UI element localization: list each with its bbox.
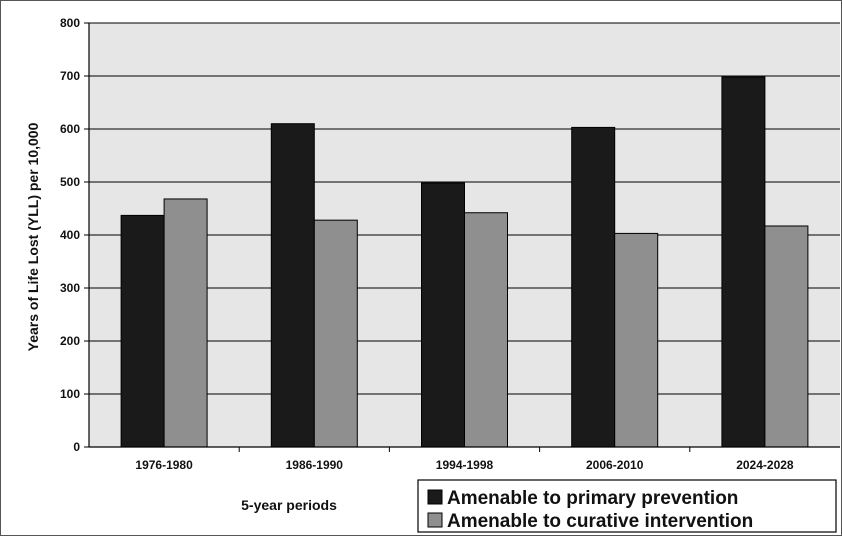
y-tick-label: 500 (60, 175, 80, 189)
x-category-label: 1986-1990 (286, 458, 344, 472)
y-axis-ticks: 0 100 200 300 400 500 600 700 800 (60, 16, 89, 454)
y-tick-label: 400 (60, 228, 80, 242)
y-tick-label: 700 (60, 69, 80, 83)
legend: Amenable to primary prevention Amenable … (417, 479, 837, 533)
x-axis-title: 5-year periods (241, 497, 337, 513)
y-tick-label: 300 (60, 281, 80, 295)
y-axis-title: Years of Life Lost (YLL) per 10,000 (25, 122, 41, 351)
bar-curative-intervention-2006-2010 (614, 232, 659, 448)
legend-label-curative-intervention: Amenable to curative intervention (447, 511, 753, 532)
y-tick-label: 800 (60, 16, 80, 30)
bar-curative-intervention-1986-1990 (313, 219, 358, 448)
x-category-label: 2006-2010 (586, 458, 644, 472)
x-category-label: 1994-1998 (436, 458, 494, 472)
y-tick-label: 600 (60, 122, 80, 136)
bar-curative-intervention-1976-1980 (163, 198, 208, 448)
bars (120, 76, 809, 448)
y-tick-label: 100 (60, 387, 80, 401)
legend-label-primary-prevention: Amenable to primary prevention (447, 488, 738, 509)
bar-primary-prevention-1976-1980 (120, 214, 165, 448)
legend-swatch-curative-intervention (427, 512, 443, 528)
legend-box (417, 479, 837, 533)
x-category-label: 2024-2028 (736, 458, 794, 472)
bar-curative-intervention-1994-1998 (464, 212, 508, 448)
y-tick-label: 0 (73, 440, 80, 454)
y-tick-label: 200 (60, 334, 80, 348)
bar-primary-prevention-1994-1998 (421, 182, 465, 448)
bar-primary-prevention-2024-2028 (721, 76, 766, 448)
bar-primary-prevention-1986-1990 (270, 123, 315, 448)
legend-swatch-primary-prevention (427, 489, 443, 505)
bar-primary-prevention-2006-2010 (571, 126, 616, 448)
x-axis-categories: 1976-1980 1986-1990 1994-1998 2006-2010 2024… (135, 447, 794, 472)
bar-curative-intervention-2024-2028 (764, 225, 809, 448)
x-category-label: 1976-1980 (135, 458, 193, 472)
